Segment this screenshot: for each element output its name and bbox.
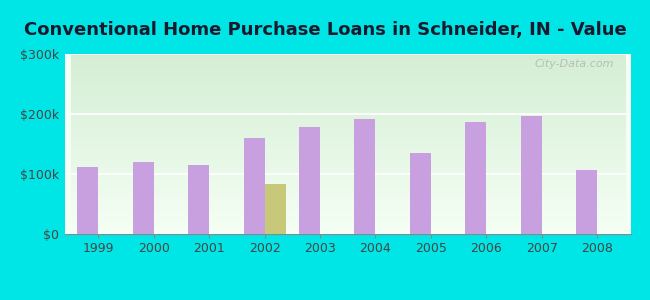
Bar <box>244 138 265 234</box>
Bar <box>465 122 486 234</box>
Bar <box>77 167 98 234</box>
Bar <box>133 162 153 234</box>
Bar <box>521 116 542 234</box>
Text: City-Data.com: City-Data.com <box>534 59 614 69</box>
Legend: HMDA, PMIC: HMDA, PMIC <box>268 296 427 300</box>
Bar <box>265 184 285 234</box>
Bar <box>354 119 376 234</box>
Bar <box>188 165 209 234</box>
Bar <box>299 127 320 234</box>
Bar <box>576 170 597 234</box>
Bar <box>410 153 431 234</box>
Text: Conventional Home Purchase Loans in Schneider, IN - Value: Conventional Home Purchase Loans in Schn… <box>23 21 627 39</box>
